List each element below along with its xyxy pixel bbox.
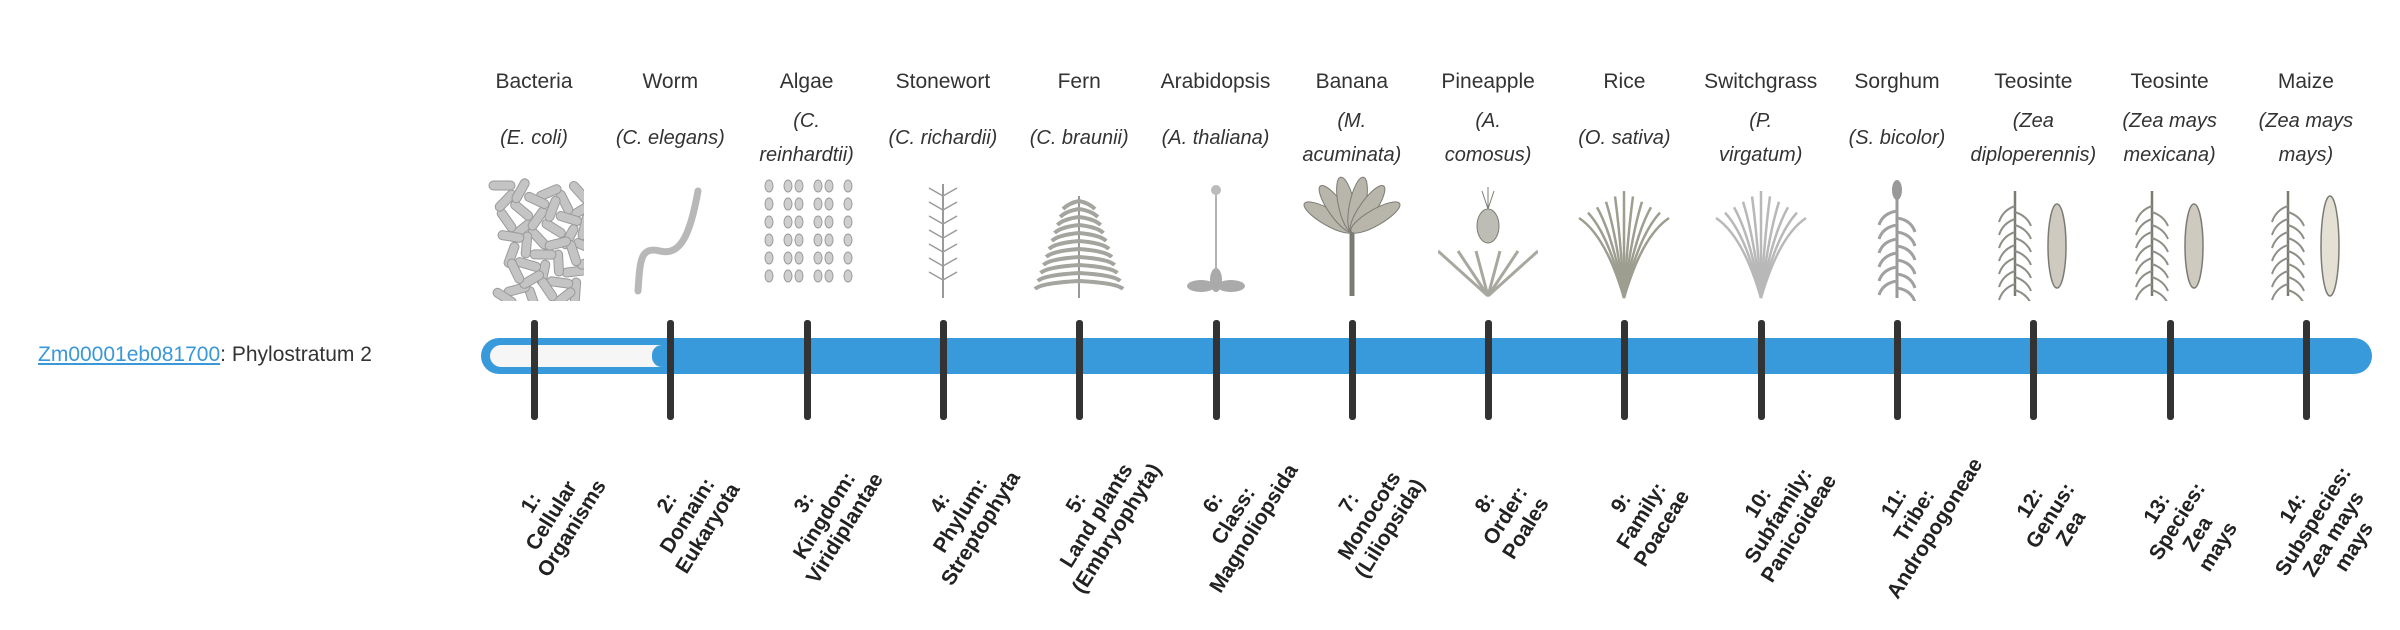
stratum-label: 14: Subspecies: Zea mays mays <box>2235 426 2400 630</box>
stonewort-image <box>893 176 993 301</box>
organism-name: Sorghum <box>1827 68 1967 96</box>
fern-image <box>1029 176 1129 301</box>
stratum-tick <box>1076 320 1083 420</box>
organism-species: (C. reinhardtii) <box>737 104 877 172</box>
teosinte-mexicana-image <box>2120 176 2220 301</box>
stratum-tick <box>2167 320 2174 420</box>
stratum-tick <box>1758 320 1765 420</box>
teosinte-image <box>1983 176 2083 301</box>
organism-name: Bacteria <box>464 68 604 96</box>
organism-name: Arabidopsis <box>1146 68 1286 96</box>
organism-species: (C. elegans) <box>600 121 740 155</box>
stratum-tick <box>2030 320 2037 420</box>
organism-name: Rice <box>1554 68 1694 96</box>
organism-name: Banana <box>1282 68 1422 96</box>
organism-species: (E. coli) <box>464 121 604 155</box>
stratum-label: 6: Class: Magnoliopsida <box>1155 421 1311 612</box>
stratum-tick <box>667 320 674 420</box>
stratum-label: 11: Tribe: Andropogoneae <box>1837 421 1993 612</box>
phylostratum-text: Phylostratum 2 <box>232 343 372 366</box>
organism-species: (C. braunii) <box>1009 121 1149 155</box>
organism-name: Stonewort <box>873 68 1013 96</box>
organism-species: (O. sativa) <box>1554 121 1694 155</box>
stratum-label: 3: Kingdom: Viridiplantae <box>746 421 902 612</box>
organism-species: (M. acuminata) <box>1282 104 1422 172</box>
stratum-tick <box>531 320 538 420</box>
arabidopsis-image <box>1166 176 1266 301</box>
stratum-label: 9: Family: Poaceae <box>1564 421 1720 612</box>
stratum-tick <box>2303 320 2310 420</box>
organism-name: Teosinte <box>2100 68 2240 96</box>
organism-name: Switchgrass <box>1691 68 1831 96</box>
organism-name: Worm <box>600 68 740 96</box>
stratum-tick <box>1349 320 1356 420</box>
organism-name: Maize <box>2236 68 2376 96</box>
stratum-label: 2: Domain: Eukaryota <box>610 421 766 612</box>
stratum-tick <box>1213 320 1220 420</box>
maize-image <box>2256 176 2356 301</box>
stratum-tick <box>1621 320 1628 420</box>
pineapple-image <box>1438 176 1538 301</box>
phylostratum-bar-fill <box>490 345 662 367</box>
stratum-label: 5: Land plants (Embryophyta) <box>1019 421 1175 612</box>
sorghum-image <box>1847 176 1947 301</box>
separator: : <box>220 343 226 366</box>
organism-species: (Zea diploperennis) <box>1963 104 2103 172</box>
rice-image <box>1574 176 1674 301</box>
worm-image <box>620 176 720 301</box>
switchgrass-image <box>1711 176 1811 301</box>
organism-species: (C. richardii) <box>873 121 1013 155</box>
stratum-tick <box>1485 320 1492 420</box>
stratum-label: 7: Monocots (Liliopsida) <box>1292 421 1448 612</box>
bacteria-image <box>484 176 584 301</box>
stratum-tick <box>940 320 947 420</box>
stratum-label: 1: Cellular Organisms <box>474 421 630 612</box>
organism-species: (S. bicolor) <box>1827 121 1967 155</box>
stratum-tick <box>804 320 811 420</box>
organism-name: Teosinte <box>1963 68 2103 96</box>
organism-name: Fern <box>1009 68 1149 96</box>
algae-image <box>757 176 857 301</box>
stratum-label: 10: Subfamily: Panicoideae <box>1700 421 1856 612</box>
stratum-label: 8: Order: Poales <box>1428 421 1584 612</box>
organism-name: Pineapple <box>1418 68 1558 96</box>
gene-phylostratum-label: Zm00001eb081700: Phylostratum 2 <box>38 340 372 370</box>
banana-image <box>1302 176 1402 301</box>
organism-species: (A. comosus) <box>1418 104 1558 172</box>
stratum-label: 4: Phylum: Streptophyta <box>883 421 1039 612</box>
gene-id-link[interactable]: Zm00001eb081700 <box>38 343 220 366</box>
organism-species: (Zea mays mexicana) <box>2100 104 2240 172</box>
organism-name: Algae <box>737 68 877 96</box>
organism-species: (A. thaliana) <box>1146 121 1286 155</box>
organism-species: (P. virgatum) <box>1691 104 1831 172</box>
stratum-tick <box>1894 320 1901 420</box>
organism-species: (Zea mays mays) <box>2236 104 2376 172</box>
phylostratum-bar <box>481 338 2372 374</box>
